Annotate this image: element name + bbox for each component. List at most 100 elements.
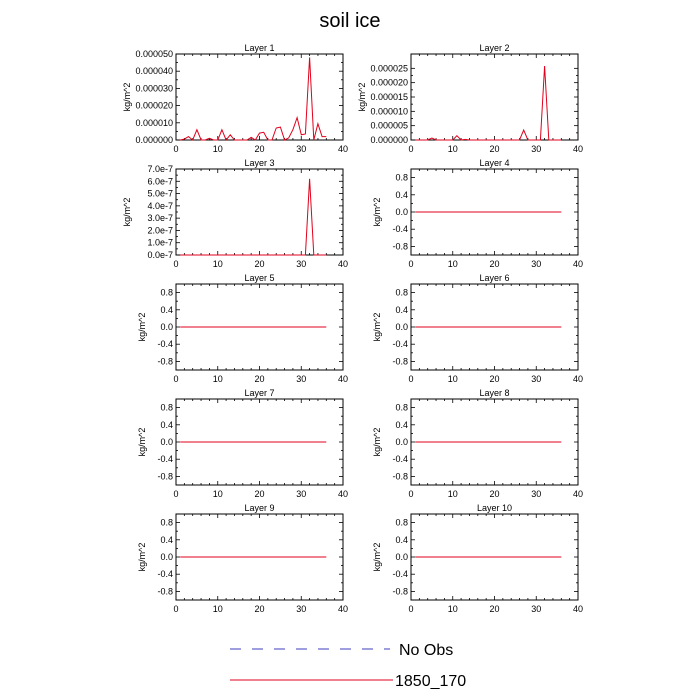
y-tick-label: 3.0e-7	[147, 213, 173, 223]
y-tick-label: 0.8	[160, 288, 173, 298]
y-tick-label: 0.000010	[135, 118, 173, 128]
y-tick-label: -0.8	[157, 356, 173, 366]
y-tick-label: 0.8	[395, 288, 408, 298]
y-tick-label: 0.4	[395, 305, 408, 315]
x-tick-label: 10	[213, 259, 223, 269]
y-tick-label: 0.000030	[135, 83, 173, 93]
y-tick-label: 1.0e-7	[147, 238, 173, 248]
y-axis-label: kg/m^2	[372, 543, 382, 572]
x-tick-label: 20	[489, 604, 499, 614]
y-axis-label: kg/m^2	[137, 313, 147, 342]
x-tick-label: 40	[338, 374, 348, 384]
panel-title: Layer 6	[479, 273, 509, 283]
y-tick-label: 0.4	[160, 535, 173, 545]
y-tick-label: 6.0e-7	[147, 176, 173, 186]
y-axis-label: kg/m^2	[372, 313, 382, 342]
y-tick-label: 0.8	[395, 403, 408, 413]
chart-panel-5: Layer 5 0 10 20 30 40 -0.8 -0.4 0.0 0.4 0.8 kg/m^2	[137, 273, 348, 384]
x-tick-label: 30	[531, 489, 541, 499]
x-tick-label: 0	[408, 489, 413, 499]
x-tick-label: 20	[489, 489, 499, 499]
y-tick-label: 0.000015	[370, 92, 408, 102]
panel-title: Layer 3	[244, 158, 274, 168]
x-tick-label: 10	[448, 259, 458, 269]
x-tick-label: 10	[213, 604, 223, 614]
panel-title: Layer 4	[479, 158, 509, 168]
panel-title: Layer 8	[479, 388, 509, 398]
x-tick-label: 20	[489, 374, 499, 384]
plot-frame	[410, 53, 579, 141]
y-axis-label: kg/m^2	[372, 198, 382, 227]
y-tick-label: 0.000020	[135, 101, 173, 111]
x-tick-label: 20	[254, 604, 264, 614]
x-tick-label: 10	[213, 144, 223, 154]
y-tick-label: -0.4	[157, 569, 173, 579]
y-tick-label: 0.4	[395, 190, 408, 200]
y-tick-label: -0.8	[392, 241, 408, 251]
y-tick-label: 0.8	[160, 518, 173, 528]
y-tick-label: -0.4	[392, 224, 408, 234]
y-tick-label: 0.4	[160, 305, 173, 315]
y-tick-label: -0.8	[157, 586, 173, 596]
y-tick-label: 0.8	[395, 173, 408, 183]
y-tick-label: -0.8	[392, 471, 408, 481]
series-line-1850-170	[180, 57, 327, 141]
y-tick-label: 5.0e-7	[147, 189, 173, 199]
y-axis-label: kg/m^2	[372, 428, 382, 457]
x-tick-label: 0	[408, 374, 413, 384]
x-tick-label: 40	[338, 144, 348, 154]
chart-panel-2: Layer 2 0 10 20 30 40 0.000000 0.000005 0.000010…	[357, 43, 583, 154]
panel-title: Layer 9	[244, 503, 274, 513]
y-tick-label: -0.8	[392, 586, 408, 596]
y-tick-label: 0.000000	[135, 135, 173, 145]
x-tick-label: 30	[531, 374, 541, 384]
x-tick-label: 20	[254, 259, 264, 269]
y-tick-label: -0.8	[392, 356, 408, 366]
y-axis-label: kg/m^2	[122, 198, 132, 227]
x-tick-label: 30	[296, 259, 306, 269]
x-tick-label: 10	[213, 489, 223, 499]
panel-title: Layer 10	[477, 503, 512, 513]
chart-panel-8: Layer 8 0 10 20 30 40 -0.8 -0.4 0.0 0.4 0.8 kg/m^2	[372, 388, 583, 499]
y-tick-label: 0.4	[395, 420, 408, 430]
x-tick-label: 40	[338, 489, 348, 499]
x-tick-label: 40	[573, 604, 583, 614]
x-tick-label: 40	[573, 259, 583, 269]
x-tick-label: 10	[448, 374, 458, 384]
chart-panel-3: Layer 3 0 10 20 30 40 0.0e-7 1.0e-7 2.0e-7 3.0e-7…	[122, 158, 348, 269]
y-axis-label: kg/m^2	[357, 83, 367, 112]
panel-title: Layer 1	[244, 43, 274, 53]
chart-panel-9: Layer 9 0 10 20 30 40 -0.8 -0.4 0.0 0.4 0.8 kg/m^2	[137, 503, 348, 614]
y-tick-label: -0.4	[392, 454, 408, 464]
legend: No Obs 1850_170	[230, 642, 466, 690]
x-tick-label: 10	[213, 374, 223, 384]
y-tick-label: 4.0e-7	[147, 201, 173, 211]
x-tick-label: 40	[338, 259, 348, 269]
x-tick-label: 40	[573, 374, 583, 384]
x-tick-label: 40	[338, 604, 348, 614]
y-axis-label: kg/m^2	[137, 428, 147, 457]
y-axis-label: kg/m^2	[137, 543, 147, 572]
y-tick-label: 0.000020	[370, 78, 408, 88]
x-tick-label: 30	[531, 144, 541, 154]
y-tick-label: 0.0	[395, 207, 408, 217]
x-tick-label: 0	[408, 259, 413, 269]
chart-panel-1: Layer 1 0 10 20 30 40 0.000000 0.000010 0.000020…	[122, 43, 348, 154]
x-tick-label: 20	[489, 259, 499, 269]
y-tick-label: -0.8	[157, 471, 173, 481]
x-tick-label: 40	[573, 144, 583, 154]
y-tick-label: 0.000010	[370, 106, 408, 116]
y-tick-label: 0.0	[395, 437, 408, 447]
y-tick-label: -0.4	[157, 339, 173, 349]
panels-group: Layer 10 10 20 30 400.0000000.0000100.000020…	[122, 43, 583, 614]
y-tick-label: 0.0	[395, 322, 408, 332]
x-tick-label: 30	[296, 604, 306, 614]
series-line-1850-170	[415, 65, 562, 141]
y-tick-label: 0.8	[160, 403, 173, 413]
x-tick-label: 0	[173, 489, 178, 499]
x-tick-label: 0	[408, 144, 413, 154]
x-tick-label: 10	[448, 144, 458, 154]
y-tick-label: 0.000040	[135, 66, 173, 76]
series-line-1850-170	[180, 178, 327, 256]
x-tick-label: 30	[296, 374, 306, 384]
